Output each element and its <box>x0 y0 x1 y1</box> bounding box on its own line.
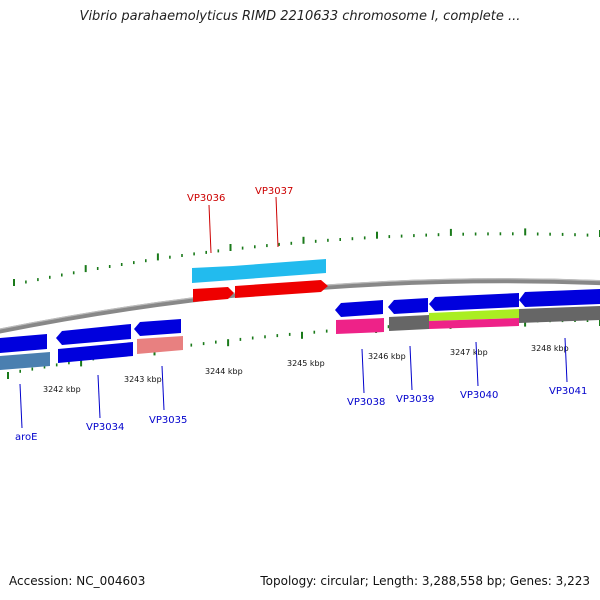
feature-VP3036-cds[interactable] <box>193 287 234 302</box>
map-title: Vibrio parahaemolyticus RIMD 2210633 chr… <box>79 9 521 24</box>
feature-VP3034-cds[interactable] <box>56 324 131 345</box>
feature-VP3040-annotation-top[interactable] <box>429 309 519 321</box>
accession-value: NC_004603 <box>76 574 146 588</box>
feature-VP3041-cds[interactable] <box>519 289 600 307</box>
leader-VP3037 <box>275 196 279 248</box>
feature-VP3041-annotation[interactable] <box>519 306 600 323</box>
label-VP3034[interactable]: VP3034 <box>86 422 124 433</box>
gene-labels: VP3036 VP3037 aroE VP3034 VP3035 VP3038 … <box>15 186 587 443</box>
scale-label-3242: 3242 kbp <box>43 385 81 394</box>
feature-VP3040-annotation-bottom[interactable] <box>429 318 519 329</box>
leader-VP3038 <box>361 348 365 394</box>
scale-label-3243: 3243 kbp <box>124 375 162 384</box>
topology-info: Topology: circular; Length: 3,288,558 bp… <box>260 574 590 588</box>
leader-VP3039 <box>409 345 413 391</box>
feature-aroE-cds[interactable] <box>0 334 47 353</box>
label-VP3040[interactable]: VP3040 <box>460 390 498 401</box>
label-VP3036[interactable]: VP3036 <box>187 193 225 204</box>
leader-VP3040 <box>475 341 479 387</box>
feature-VP3035-cds[interactable] <box>134 319 181 336</box>
accession-label: Accession: <box>9 574 73 588</box>
feature-VP3034-annotation[interactable] <box>58 342 133 363</box>
feature-VP3038-annotation[interactable] <box>336 318 384 334</box>
leader-VP3035 <box>161 365 165 411</box>
feature-VP3039-cds[interactable] <box>388 298 428 314</box>
label-VP3041[interactable]: VP3041 <box>549 386 587 397</box>
label-aroE[interactable]: aroE <box>15 432 37 443</box>
scale-label-3244: 3244 kbp <box>205 367 243 376</box>
forward-strand <box>192 259 328 302</box>
leader-VP3036 <box>208 204 212 254</box>
accession-info: Accession: NC_004603 <box>9 574 145 588</box>
label-VP3037[interactable]: VP3037 <box>255 186 293 197</box>
scale-label-3247: 3247 kbp <box>450 348 488 357</box>
reverse-strand <box>0 289 600 370</box>
feature-VP3035-annotation[interactable] <box>137 336 183 354</box>
feature-VP3040-cds[interactable] <box>429 293 519 311</box>
scale-label-3246: 3246 kbp <box>368 352 406 361</box>
feature-aroE-annotation[interactable] <box>0 352 50 370</box>
label-VP3035[interactable]: VP3035 <box>149 415 187 426</box>
feature-VP3036-annotation[interactable] <box>192 266 233 283</box>
feature-VP3037-annotation[interactable] <box>233 259 326 280</box>
feature-VP3037-cds[interactable] <box>235 280 328 298</box>
upper-tick-track <box>13 228 600 286</box>
leader-aroE <box>19 383 23 429</box>
label-VP3038[interactable]: VP3038 <box>347 397 385 408</box>
leader-VP3034 <box>97 374 101 419</box>
scale-label-3245: 3245 kbp <box>287 359 325 368</box>
scale-label-3248: 3248 kbp <box>531 344 569 353</box>
label-VP3039[interactable]: VP3039 <box>396 394 434 405</box>
leader-VP3041 <box>564 337 568 383</box>
feature-VP3038-cds[interactable] <box>335 300 383 317</box>
feature-VP3039-annotation[interactable] <box>389 315 429 331</box>
